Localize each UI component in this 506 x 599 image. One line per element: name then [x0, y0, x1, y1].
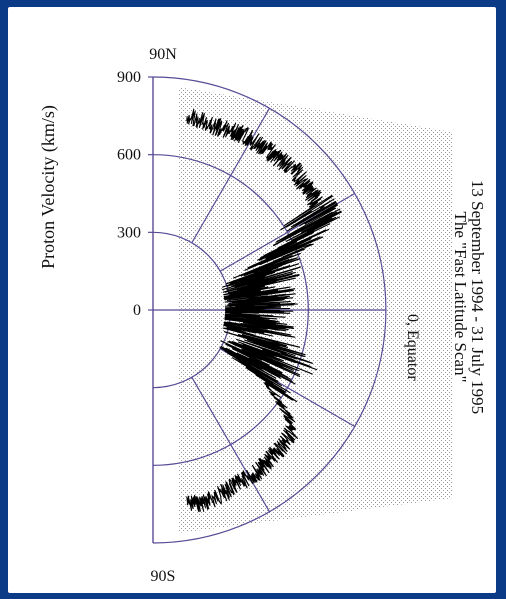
polar-chart: 0 300 600 900 90N 90S 0, Equator Proton Velocit… — [38, 46, 487, 585]
series-trace — [186, 108, 342, 513]
y-axis-label: Proton Velocity (km/s) — [38, 105, 59, 269]
south-pole-label: 90S — [151, 568, 176, 585]
chart-panel: 0 300 600 900 90N 90S 0, Equator Proton Velocit… — [8, 7, 496, 593]
title-line-2: The "Fast Latitude Scan" — [451, 211, 470, 382]
grid-spoke-60 — [191, 107, 271, 244]
tick-label-900: 900 — [117, 69, 141, 86]
tick-label-300: 300 — [117, 224, 141, 241]
title-line-1: 13 September 1994 - 31 July 1995 — [468, 180, 487, 414]
grid-spoke-m60 — [191, 376, 271, 513]
tick-label-0: 0 — [133, 302, 141, 319]
north-pole-label: 90N — [149, 46, 177, 63]
equator-label: 0, Equator — [404, 314, 421, 381]
tick-label-600: 600 — [117, 147, 141, 164]
